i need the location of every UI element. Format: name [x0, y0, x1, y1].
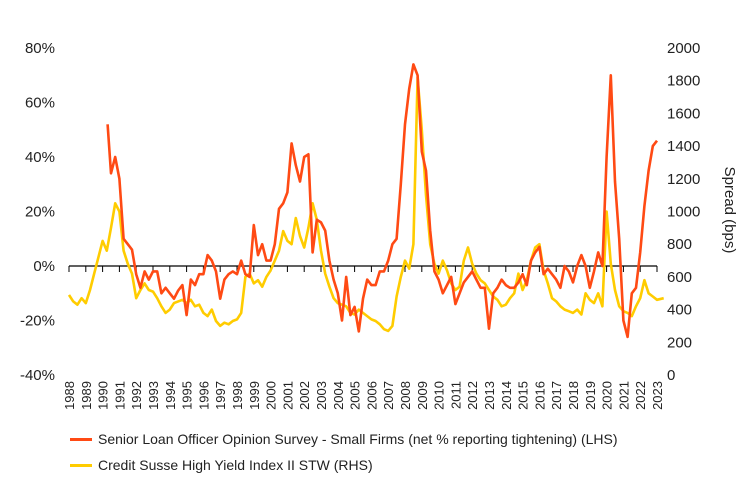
x-tick-label: 1989: [79, 381, 94, 410]
right-tick-label: 1400: [667, 138, 700, 155]
left-tick-label: 60%: [25, 95, 55, 112]
x-tick-label: 1998: [230, 381, 245, 410]
x-tick-label: 2013: [482, 381, 497, 410]
legend-item-sloos: Senior Loan Officer Opinion Survey - Sma…: [70, 431, 618, 447]
x-tick-label: 1991: [112, 381, 127, 410]
x-tick-label: 2008: [398, 381, 413, 410]
left-tick-label: -20%: [20, 313, 55, 330]
x-tick-label: 2011: [448, 381, 463, 409]
x-tick-label: 1994: [163, 381, 178, 410]
x-tick-label: 2002: [297, 381, 312, 410]
x-tick-label: 1993: [146, 381, 161, 410]
chart: 80%60%40%20%0%-20%-40% 20001800160014001…: [20, 40, 738, 410]
left-tick-label: -40%: [20, 367, 55, 384]
left-tick-label: 0%: [33, 258, 55, 275]
right-tick-label: 1000: [667, 204, 700, 221]
x-tick-label: 2015: [516, 381, 531, 410]
x-tick-label: 2005: [348, 381, 363, 410]
x-tick-label: 2007: [381, 381, 396, 410]
left-tick-label: 40%: [25, 149, 55, 166]
right-tick-label: 1800: [667, 73, 700, 90]
x-tick-label: 1999: [247, 381, 262, 410]
x-tick-label: 2012: [465, 381, 480, 410]
legend-swatch-sloos: [70, 437, 92, 441]
x-tick-label: 1988: [62, 381, 77, 410]
x-tick-label: 1995: [180, 381, 195, 410]
series-lines: [67, 63, 665, 339]
x-tick-label: 1990: [96, 381, 111, 410]
x-tick-label: 2000: [264, 381, 279, 410]
right-tick-label: 1200: [667, 171, 700, 188]
x-tick-label: 2009: [415, 381, 430, 410]
x-tick-label: 2021: [616, 381, 631, 410]
x-tick-label: 1992: [129, 381, 144, 410]
x-tick-label: 2003: [314, 381, 329, 410]
right-tick-label: 1600: [667, 105, 700, 122]
legend-item-hy: Credit Susse High Yield Index II STW (RH…: [70, 457, 373, 473]
x-tick-label: 2014: [499, 381, 514, 410]
x-axis: 1988 1989 1990 1991 1992 1993 1994 1995 1996 1997…: [62, 265, 665, 410]
x-tick-label: 1997: [213, 381, 228, 410]
x-tick-label: 1996: [196, 381, 211, 410]
x-tick-label: 2022: [633, 381, 648, 410]
x-tick-label: 2006: [364, 381, 379, 410]
x-tick-label: 2004: [331, 381, 346, 410]
x-tick-label: 2010: [432, 381, 447, 410]
right-axis-label: Spread (bps): [721, 167, 738, 254]
x-tick-label: 2023: [650, 381, 665, 410]
x-tick-label: 2017: [549, 381, 564, 410]
left-tick-label: 20%: [25, 204, 55, 221]
legend-label-hy: Credit Susse High Yield Index II STW (RH…: [98, 457, 373, 473]
legend-swatch-hy: [70, 463, 92, 467]
right-tick-label: 0: [667, 367, 675, 384]
x-tick-label: 2019: [583, 381, 598, 410]
right-tick-label: 400: [667, 302, 692, 319]
right-tick-label: 2000: [667, 40, 700, 57]
series-line-hy-spread: [67, 76, 665, 333]
right-tick-label: 200: [667, 334, 692, 351]
x-tick-label: 2016: [532, 381, 547, 410]
right-tick-label: 600: [667, 269, 692, 286]
left-tick-label: 80%: [25, 40, 55, 57]
right-tick-label: 800: [667, 236, 692, 253]
legend-label-sloos: Senior Loan Officer Opinion Survey - Sma…: [98, 431, 618, 447]
x-tick-label: 2020: [600, 381, 615, 410]
x-tick-label: 2001: [280, 381, 295, 410]
x-tick-label: 2018: [566, 381, 581, 410]
left-axis-ticks: 80% 60% 40% 20% 0% -20% -40%: [20, 40, 55, 384]
series-line-sloos: [106, 63, 659, 339]
